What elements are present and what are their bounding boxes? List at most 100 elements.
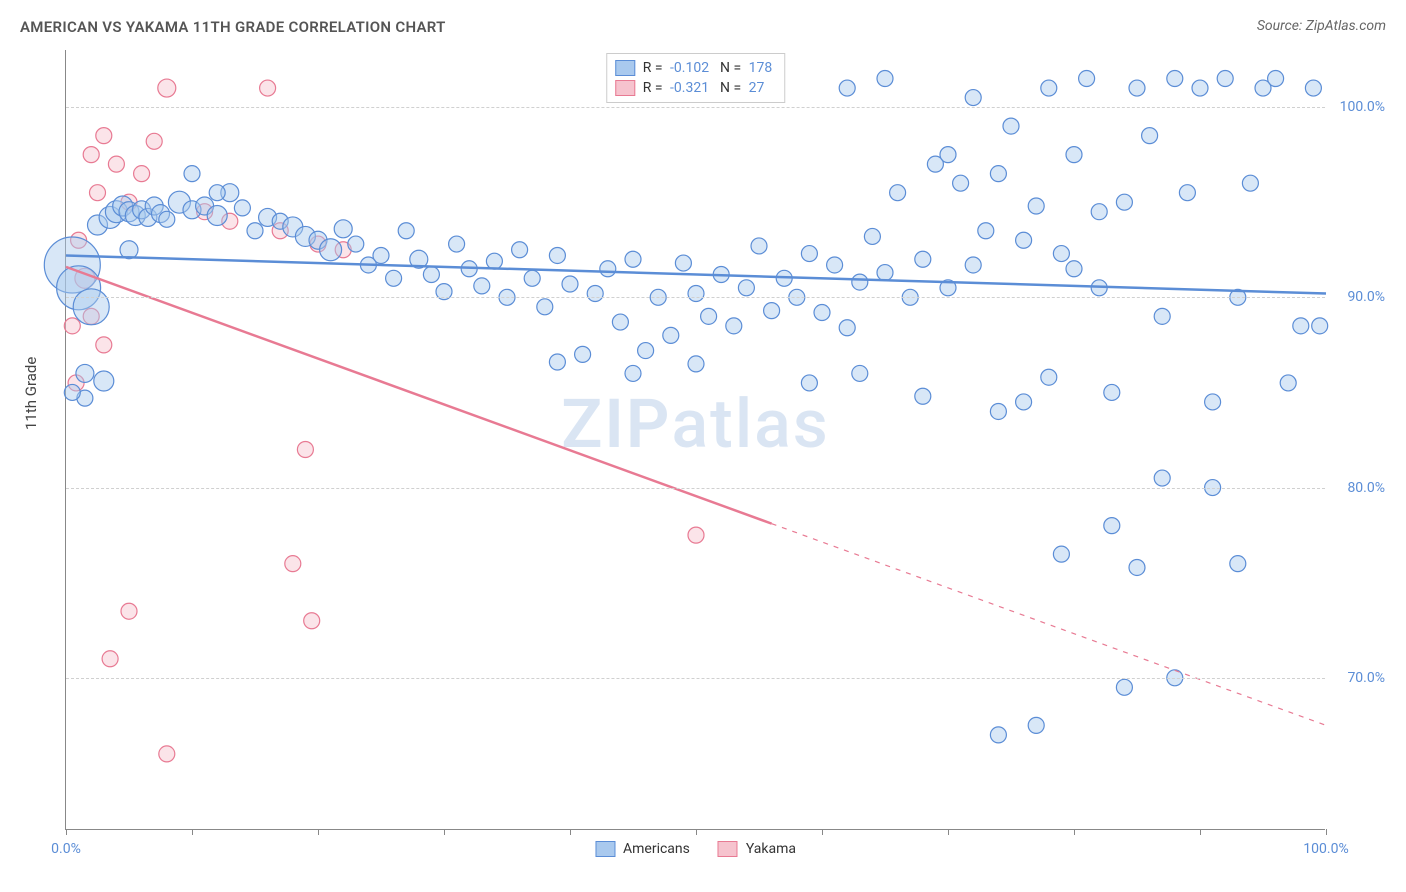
x-tick xyxy=(1326,829,1327,835)
data-point xyxy=(852,365,868,381)
data-point xyxy=(64,384,80,400)
data-point xyxy=(915,251,931,267)
data-point xyxy=(524,270,540,286)
x-tick xyxy=(192,829,193,835)
data-point xyxy=(612,314,628,330)
data-point xyxy=(953,175,969,191)
x-tick xyxy=(570,829,571,835)
correlation-legend: R = -0.102 N = 178 R = -0.321 N = 27 xyxy=(606,53,785,103)
y-tick-label: 100.0% xyxy=(1340,99,1385,115)
legend-text-americans: R = -0.102 N = 178 xyxy=(643,60,776,76)
data-point xyxy=(1242,175,1258,191)
data-point xyxy=(134,166,150,182)
data-point xyxy=(562,276,578,292)
data-point xyxy=(940,147,956,163)
gridline xyxy=(66,297,1325,298)
data-point xyxy=(1028,717,1044,733)
data-point xyxy=(1091,204,1107,220)
x-tick xyxy=(66,829,67,835)
chart-title: AMERICAN VS YAKAMA 11TH GRADE CORRELATIO… xyxy=(20,18,446,36)
data-point xyxy=(1129,80,1145,96)
gridline xyxy=(66,678,1325,679)
data-point xyxy=(1041,80,1057,96)
data-point xyxy=(801,246,817,262)
x-tick-label: 0.0% xyxy=(51,841,81,857)
data-point xyxy=(625,251,641,267)
data-point xyxy=(1293,318,1309,334)
source-label: Source: ZipAtlas.com xyxy=(1257,18,1386,34)
legend-row-yakama: R = -0.321 N = 27 xyxy=(615,78,776,98)
trend-line-dashed xyxy=(772,524,1326,726)
swatch-americans-icon xyxy=(595,841,615,857)
data-point xyxy=(688,527,704,543)
data-point xyxy=(827,257,843,273)
y-axis-label: 11th Grade xyxy=(22,357,40,430)
data-point xyxy=(234,200,250,216)
data-point xyxy=(587,286,603,302)
data-point xyxy=(549,247,565,263)
data-point xyxy=(751,238,767,254)
legend-label-americans: Americans xyxy=(623,841,690,857)
data-point xyxy=(1041,369,1057,385)
data-point xyxy=(1003,118,1019,134)
data-point xyxy=(688,286,704,302)
data-point xyxy=(386,270,402,286)
data-point xyxy=(864,228,880,244)
data-point xyxy=(537,299,553,315)
data-point xyxy=(549,354,565,370)
data-point xyxy=(1079,71,1095,87)
data-point xyxy=(83,147,99,163)
data-point xyxy=(990,166,1006,182)
plot-area: ZIPatlas R = -0.102 N = 178 R = -0.321 N… xyxy=(65,50,1325,830)
data-point xyxy=(1268,71,1284,87)
data-point xyxy=(423,266,439,282)
data-point xyxy=(159,746,175,762)
data-point xyxy=(260,80,276,96)
legend-item-yakama: Yakama xyxy=(718,841,796,857)
data-point xyxy=(839,80,855,96)
data-point xyxy=(600,261,616,277)
data-point xyxy=(334,220,352,238)
data-point xyxy=(675,255,691,271)
data-point xyxy=(726,318,742,334)
data-point xyxy=(96,337,112,353)
data-point xyxy=(688,356,704,372)
data-point xyxy=(1066,147,1082,163)
data-point xyxy=(852,274,868,290)
data-point xyxy=(512,242,528,258)
data-point xyxy=(486,253,502,269)
x-tick xyxy=(318,829,319,835)
data-point xyxy=(1053,246,1069,262)
data-point xyxy=(1016,394,1032,410)
data-point xyxy=(663,327,679,343)
data-point xyxy=(398,223,414,239)
y-tick-label: 80.0% xyxy=(1347,480,1385,496)
data-point xyxy=(73,289,109,325)
data-point xyxy=(764,303,780,319)
data-point xyxy=(1016,232,1032,248)
data-point xyxy=(814,305,830,321)
data-point xyxy=(64,318,80,334)
data-point xyxy=(96,128,112,144)
data-point xyxy=(108,156,124,172)
data-point xyxy=(1192,80,1208,96)
data-point xyxy=(76,364,94,382)
data-point xyxy=(94,371,114,391)
data-point xyxy=(801,375,817,391)
gridline xyxy=(66,488,1325,489)
swatch-yakama-icon xyxy=(615,80,635,96)
legend-row-americans: R = -0.102 N = 178 xyxy=(615,58,776,78)
data-point xyxy=(1179,185,1195,201)
data-point xyxy=(207,206,227,226)
data-point xyxy=(990,727,1006,743)
data-point xyxy=(990,403,1006,419)
y-tick-label: 90.0% xyxy=(1347,289,1385,305)
data-point xyxy=(158,79,176,97)
chart-container: AMERICAN VS YAKAMA 11TH GRADE CORRELATIO… xyxy=(10,10,1396,882)
data-point xyxy=(915,388,931,404)
data-point xyxy=(701,308,717,324)
data-point xyxy=(575,346,591,362)
data-point xyxy=(625,365,641,381)
data-point xyxy=(638,343,654,359)
data-point xyxy=(877,71,893,87)
